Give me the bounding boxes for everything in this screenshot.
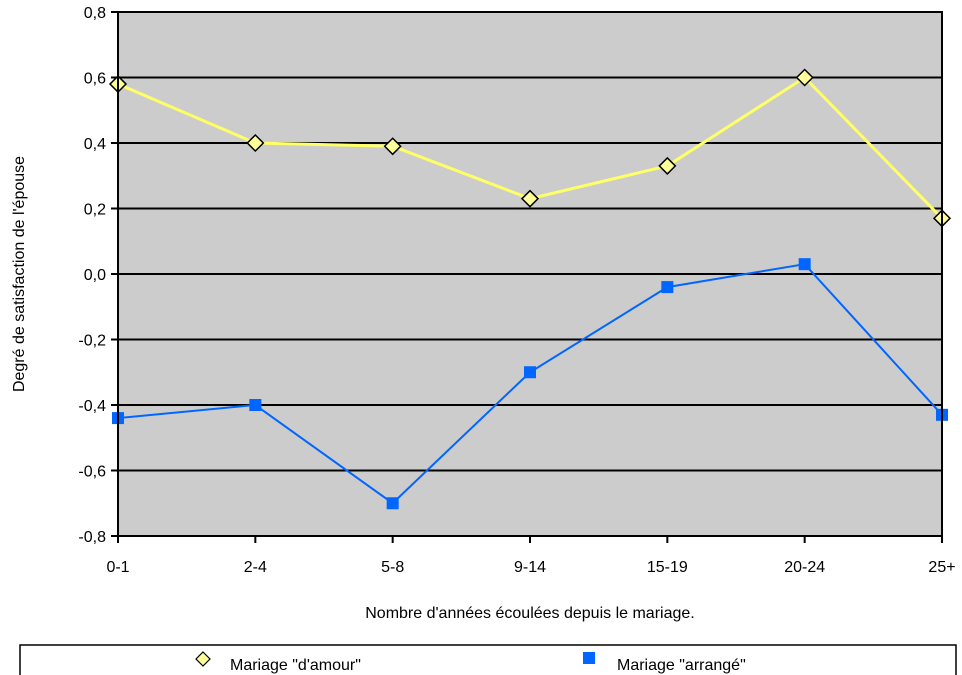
x-tick-label: 15-19 — [647, 559, 688, 576]
legend-marker-arrange — [583, 652, 595, 664]
data-point-arrange — [249, 399, 262, 411]
data-point-arrange — [661, 281, 674, 294]
data-point-amour — [520, 189, 540, 208]
legend: Mariage "d'amour" Mariage "arrangé" — [19, 644, 957, 675]
legend-label-amour: Mariage "d'amour" — [230, 657, 361, 674]
y-tick-label: 0,8 — [84, 5, 106, 22]
data-point-amour — [246, 133, 265, 153]
data-point-arrange — [386, 497, 399, 510]
y-tick-label: 0,2 — [84, 202, 106, 219]
y-tick-label: 0,6 — [84, 71, 106, 88]
y-tick-label: -0,8 — [78, 529, 106, 546]
y-axis-title: Degré de satisfaction de l'épouse — [11, 156, 28, 392]
series-arrange — [112, 258, 948, 510]
y-tick-label: -0,4 — [78, 398, 106, 415]
plot-border — [117, 11, 943, 537]
x-tick-label: 2-4 — [244, 559, 267, 576]
x-tick-label: 25+ — [928, 559, 955, 576]
y-tick-label: 0,4 — [84, 136, 106, 153]
y-tick-label: -0,2 — [78, 333, 106, 350]
series-layer — [108, 68, 952, 510]
x-axis-title: Nombre d'années écoulées depuis le maria… — [365, 605, 694, 622]
y-tick-label: -0,6 — [78, 464, 106, 481]
series-amour — [108, 68, 952, 228]
x-axis-ticks: 0-1 2-4 5-8 9-14 15-19 20-24 25+ — [106, 536, 956, 576]
y-tick-label: 0,0 — [84, 267, 106, 284]
data-point-arrange — [798, 258, 811, 271]
x-tick-label: 20-24 — [784, 559, 825, 576]
legend-box — [19, 644, 957, 675]
data-point-amour — [383, 137, 402, 156]
legend-label-arrange: Mariage "arrangé" — [617, 657, 746, 674]
legend-marker-amour — [195, 651, 211, 667]
data-point-amour — [795, 68, 814, 87]
x-tick-label: 5-8 — [381, 559, 404, 576]
data-point-arrange — [524, 366, 536, 379]
y-axis-ticks: -0,8 -0,6 -0,4 -0,2 0,0 0,2 0,4 0,6 0,8 — [78, 5, 118, 546]
x-tick-label: 9-14 — [514, 559, 546, 576]
x-tick-label: 0-1 — [106, 559, 129, 576]
data-point-amour — [658, 156, 677, 175]
